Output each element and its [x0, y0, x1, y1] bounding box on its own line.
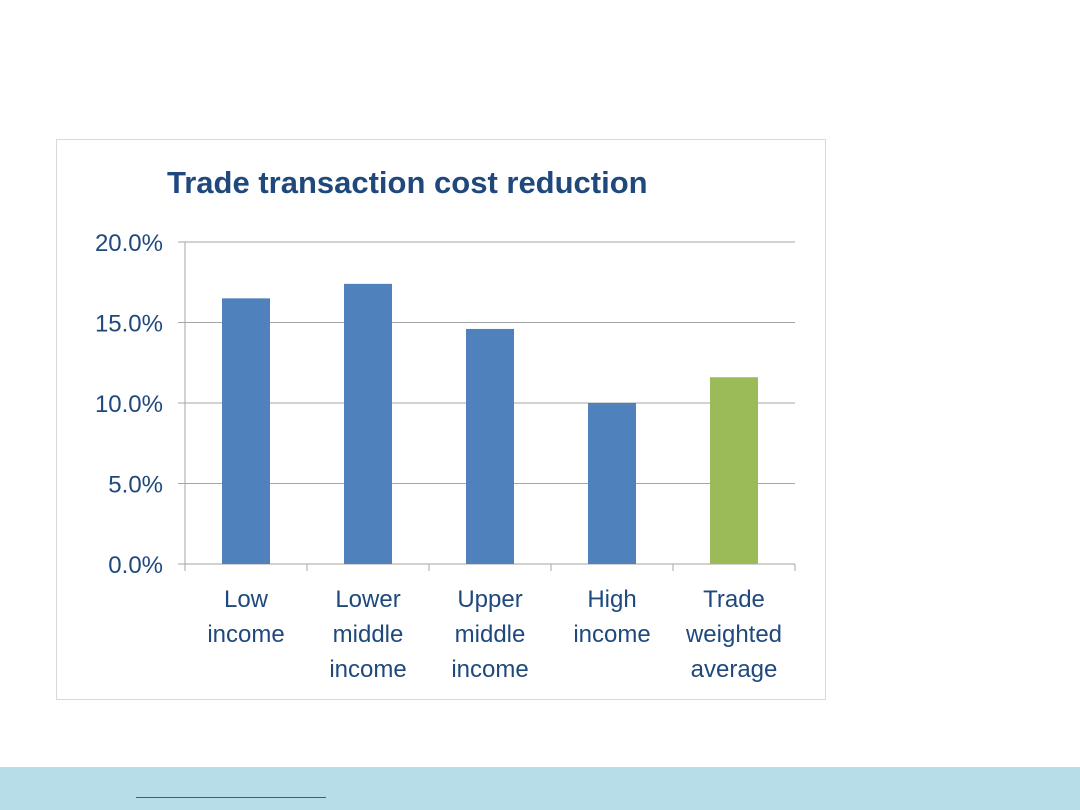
- x-category-label-line: middle: [455, 621, 526, 648]
- x-category-label-line: income: [451, 656, 528, 683]
- footer-band: [0, 767, 1080, 810]
- bar-chart: Trade transaction cost reduction 0.0% 5.0…: [95, 165, 796, 683]
- y-tick-label: 5.0%: [108, 472, 163, 499]
- x-category-label-line: middle: [333, 621, 404, 648]
- bar-4: [710, 377, 758, 564]
- y-tick-label: 20.0%: [95, 230, 163, 257]
- x-category-label: Upper middle income: [451, 586, 528, 683]
- chart-title: Trade transaction cost reduction: [167, 165, 648, 200]
- footer-link-underline: [136, 797, 326, 798]
- y-tick-label: 10.0%: [95, 391, 163, 418]
- x-category-label-line: income: [207, 621, 284, 648]
- x-category-label-line: Low: [224, 586, 269, 613]
- x-category-label-line: weighted: [685, 621, 782, 648]
- bars: [222, 283, 758, 564]
- bar-0: [222, 298, 270, 564]
- x-category-label-line: income: [573, 621, 650, 648]
- y-axis-tick-labels: 0.0% 5.0% 10.0% 15.0% 20.0%: [95, 230, 163, 579]
- x-category-label-line: average: [691, 656, 778, 683]
- x-category-label-line: Trade: [703, 586, 765, 613]
- x-category-label: Trade weighted average: [685, 586, 782, 683]
- x-category-label: Low income: [207, 586, 284, 648]
- bar-2: [466, 328, 514, 564]
- x-category-label-line: Upper: [457, 586, 522, 613]
- bar-3: [588, 403, 636, 564]
- bar-1: [344, 283, 392, 564]
- x-axis-category-labels: Low income Lower middle income Upper middle inc…: [207, 586, 782, 683]
- x-category-label-line: income: [329, 656, 406, 683]
- x-category-label-line: High: [587, 586, 636, 613]
- x-category-label-line: Lower: [335, 586, 400, 613]
- chart-frame: Trade transaction cost reduction 0.0% 5.0…: [56, 139, 826, 700]
- y-tick-label: 0.0%: [108, 552, 163, 579]
- y-tick-label: 15.0%: [95, 311, 163, 338]
- x-category-label: High income: [573, 586, 650, 648]
- x-category-label: Lower middle income: [329, 586, 406, 683]
